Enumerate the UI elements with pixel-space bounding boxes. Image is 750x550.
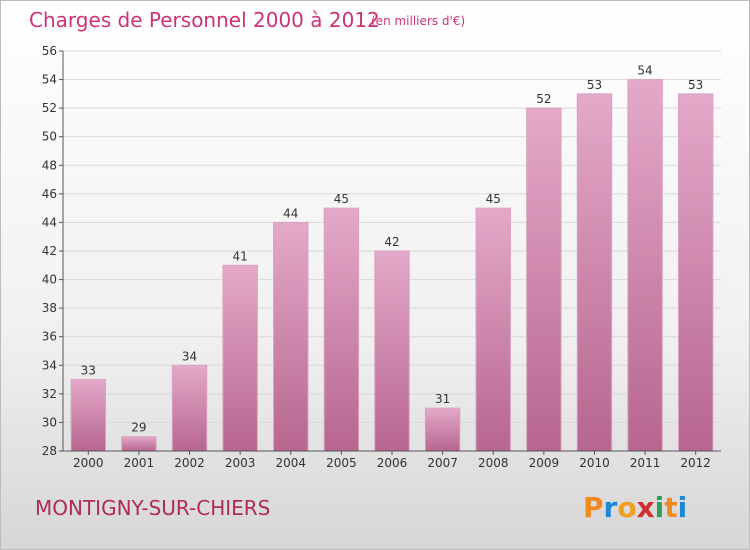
bar-2003 — [222, 264, 258, 452]
logo-letter: i — [678, 491, 688, 524]
x-tick-label-2003: 2003 — [225, 456, 256, 470]
value-label-2008: 45 — [486, 192, 501, 206]
value-label-2005: 45 — [334, 192, 349, 206]
proxiti-logo: Proxiti — [583, 491, 687, 524]
logo-letter: x — [637, 491, 655, 524]
y-tick-label: 38 — [42, 301, 57, 315]
y-tick-label: 48 — [42, 158, 57, 172]
value-label-2004: 44 — [283, 206, 298, 220]
bar-2007 — [424, 407, 461, 452]
bar-2000 — [70, 379, 107, 452]
y-tick-label: 46 — [42, 187, 57, 201]
y-tick-label: 50 — [42, 130, 57, 144]
y-tick-label: 40 — [42, 273, 57, 287]
value-label-2001: 29 — [131, 421, 146, 435]
x-tick-label-2000: 2000 — [73, 456, 104, 470]
value-label-2012: 53 — [688, 78, 703, 92]
bar-2001 — [121, 436, 157, 452]
x-tick-label-2010: 2010 — [579, 456, 610, 470]
axes: 28 30 32 34 36 38 40 42 44 46 48 50 52 54 56 2000 2001 20… — [42, 44, 721, 470]
logo-letter: i — [655, 491, 665, 524]
bar-2011 — [627, 79, 663, 452]
x-tick-label-2008: 2008 — [478, 456, 509, 470]
logo-letter: o — [617, 491, 636, 524]
y-tick-label: 28 — [42, 444, 57, 458]
y-tick-label: 56 — [42, 44, 57, 58]
bar-2004 — [273, 221, 309, 452]
logo-letter: r — [604, 491, 618, 524]
bar-2009 — [526, 107, 562, 452]
value-label-2011: 54 — [637, 64, 652, 78]
x-tick-label-2012: 2012 — [680, 456, 711, 470]
chart-subtitle: (en milliers d'€) — [371, 14, 465, 28]
bar-2005 — [323, 207, 360, 452]
y-tick-label: 44 — [42, 215, 57, 229]
y-tick-label: 32 — [42, 387, 57, 401]
x-tick-label-2006: 2006 — [377, 456, 408, 470]
value-label-2006: 42 — [384, 235, 399, 249]
y-tick-label: 52 — [42, 101, 57, 115]
x-tick-label-2005: 2005 — [326, 456, 357, 470]
bar-2002 — [171, 364, 208, 452]
y-tick-label: 42 — [42, 244, 57, 258]
x-tick-label-2004: 2004 — [275, 456, 306, 470]
x-tick-label-2002: 2002 — [174, 456, 205, 470]
bars: 33 29 34 41 44 45 42 31 45 52 53 54 53 — [70, 64, 714, 452]
value-label-2009: 52 — [536, 92, 551, 106]
value-label-2000: 33 — [81, 364, 96, 378]
y-tick-label: 34 — [42, 358, 57, 372]
x-tick-label-2011: 2011 — [630, 456, 661, 470]
value-label-2007: 31 — [435, 392, 450, 406]
y-tick-label: 54 — [42, 73, 57, 87]
y-tick-label: 30 — [42, 415, 57, 429]
value-label-2003: 41 — [233, 249, 248, 263]
bar-2012 — [677, 93, 714, 452]
x-tick-label-2007: 2007 — [427, 456, 458, 470]
value-label-2002: 34 — [182, 349, 197, 363]
y-tick-label: 36 — [42, 330, 57, 344]
bar-2010 — [576, 93, 613, 452]
logo-letter: t — [664, 491, 677, 524]
bar-2006 — [374, 250, 410, 452]
bar-2008 — [475, 207, 511, 452]
town-name: MONTIGNY-SUR-CHIERS — [35, 496, 270, 520]
x-tick-label-2001: 2001 — [124, 456, 155, 470]
chart-title: Charges de Personnel 2000 à 2012 — [29, 8, 380, 32]
logo-letter: P — [583, 491, 604, 524]
x-tick-label-2009: 2009 — [529, 456, 560, 470]
value-label-2010: 53 — [587, 78, 602, 92]
